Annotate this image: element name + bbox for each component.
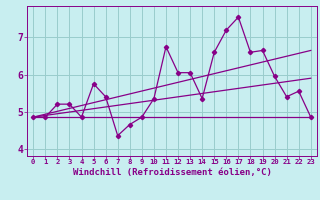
X-axis label: Windchill (Refroidissement éolien,°C): Windchill (Refroidissement éolien,°C) [73, 168, 271, 177]
